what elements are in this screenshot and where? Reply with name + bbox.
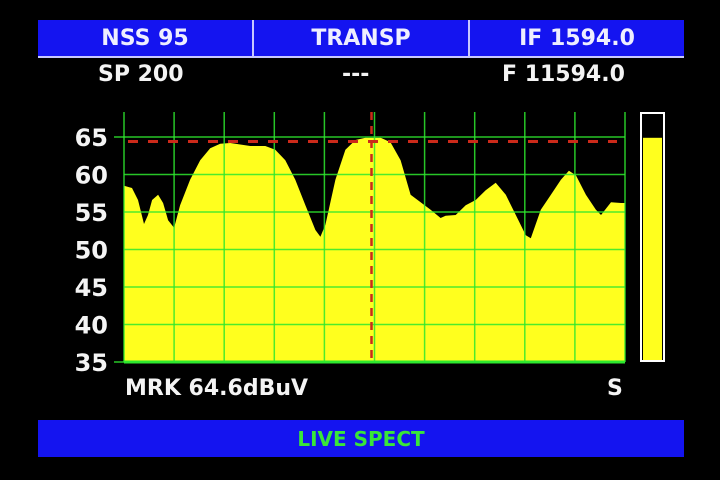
- marker-readout: MRK 64.6dBuV: [125, 376, 309, 401]
- frequency-readout: F 11594.0: [502, 62, 625, 87]
- center-label: ---: [342, 62, 370, 87]
- y-tick-label: 45: [75, 274, 108, 302]
- span-readout: SP 200: [98, 62, 184, 87]
- y-tick-label: 55: [75, 199, 108, 227]
- y-tick-label: 40: [75, 312, 108, 340]
- header-bar: NSS 95 TRANSP IF 1594.0: [38, 20, 684, 58]
- level-bar-fill: [643, 137, 662, 360]
- satellite-name: NSS 95: [38, 20, 254, 56]
- if-frequency: IF 1594.0: [519, 25, 635, 51]
- footer-label: LIVE SPECT: [297, 426, 425, 451]
- y-tick-label: 35: [75, 349, 108, 377]
- signal-indicator: S: [607, 376, 623, 401]
- mode-label: TRANSP: [254, 20, 470, 56]
- y-tick-label: 65: [75, 124, 108, 152]
- footer-bar: LIVE SPECT: [38, 420, 684, 457]
- y-tick-label: 50: [75, 237, 108, 265]
- y-tick-label: 60: [75, 162, 108, 190]
